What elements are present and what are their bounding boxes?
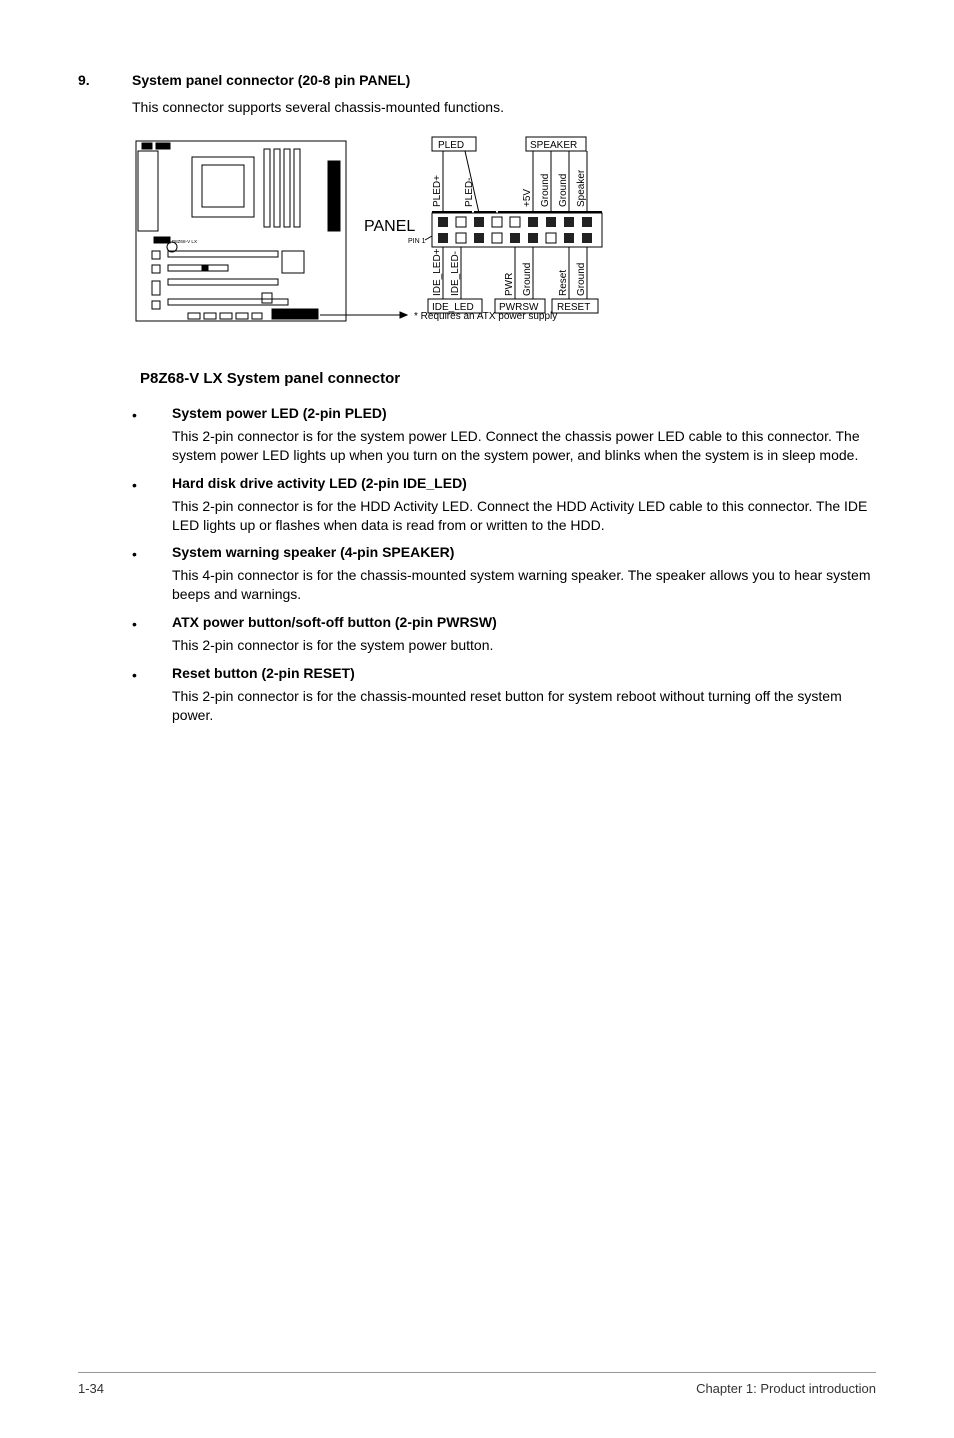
pin-gnd3: Ground <box>522 263 533 296</box>
board-silk: P8Z68-V LX <box>172 239 197 244</box>
pin1-label: PIN 1 <box>408 238 426 245</box>
page-footer: 1-34 Chapter 1: Product introduction <box>78 1372 876 1396</box>
bullet-body: This 2-pin connector is for the HDD Acti… <box>172 497 876 535</box>
box-pwrsw: PWRSW <box>499 302 539 313</box>
bullet-body: This 2-pin connector is for the chassis-… <box>172 687 876 725</box>
section-number: 9. <box>78 72 90 88</box>
bullet-speaker: • System warning speaker (4-pin SPEAKER)… <box>132 544 876 604</box>
bullet-body: This 2-pin connector is for the system p… <box>172 427 876 465</box>
bullet-dot-icon: • <box>132 477 137 493</box>
diagram-caption: P8Z68-V LX System panel connector <box>140 370 876 387</box>
panel-label: PANEL <box>364 218 415 235</box>
bullet-dot-icon: • <box>132 616 137 632</box>
box-ideled: IDE_LED <box>432 302 474 313</box>
pin-spk: Speaker <box>576 169 587 207</box>
bullet-title: ATX power button/soft-off button (2-pin … <box>172 614 876 630</box>
pin-row-bottom <box>438 233 592 243</box>
box-speaker: SPEAKER <box>530 140 577 151</box>
bullet-title: System warning speaker (4-pin SPEAKER) <box>172 544 876 560</box>
pin-gnd4: Ground <box>576 263 587 296</box>
pin-gnd1: Ground <box>540 174 551 207</box>
bullet-body: This 2-pin connector is for the system p… <box>172 636 876 655</box>
page-number: 1-34 <box>78 1381 104 1396</box>
pin-pledp: PLED+ <box>432 175 443 207</box>
bullet-ideled: • Hard disk drive activity LED (2-pin ID… <box>132 475 876 535</box>
section-desc: This connector supports several chassis-… <box>132 98 876 117</box>
bullet-dot-icon: • <box>132 407 137 423</box>
pin-row-top <box>438 217 592 227</box>
bullet-pled: • System power LED (2-pin PLED) This 2-p… <box>132 405 876 465</box>
pin-pledm: PLED- <box>464 177 475 206</box>
bullet-title: Reset button (2-pin RESET) <box>172 665 876 681</box>
pin-ideledp: IDE_LED+ <box>432 248 443 296</box>
box-reset: RESET <box>557 302 590 313</box>
panel-diagram: P8Z68-V LX * Requires an ATX power suppl… <box>132 131 876 387</box>
bullet-pwrsw: • ATX power button/soft-off button (2-pi… <box>132 614 876 655</box>
chapter-label: Chapter 1: Product introduction <box>696 1381 876 1396</box>
pin-pwr: PWR <box>504 273 515 296</box>
pin-ideledm: IDE_LED- <box>450 251 461 296</box>
bullet-reset: • Reset button (2-pin RESET) This 2-pin … <box>132 665 876 725</box>
bullet-title: System power LED (2-pin PLED) <box>172 405 876 421</box>
bullet-dot-icon: • <box>132 546 137 562</box>
bullet-dot-icon: • <box>132 667 137 683</box>
pin-gnd2: Ground <box>558 174 569 207</box>
box-pled: PLED <box>438 140 464 151</box>
section-title: System panel connector (20-8 pin PANEL) <box>132 72 876 88</box>
pin-reset: Reset <box>558 270 569 296</box>
bullet-body: This 4-pin connector is for the chassis-… <box>172 566 876 604</box>
pin-5v: +5V <box>522 188 533 206</box>
bullet-title: Hard disk drive activity LED (2-pin IDE_… <box>172 475 876 491</box>
